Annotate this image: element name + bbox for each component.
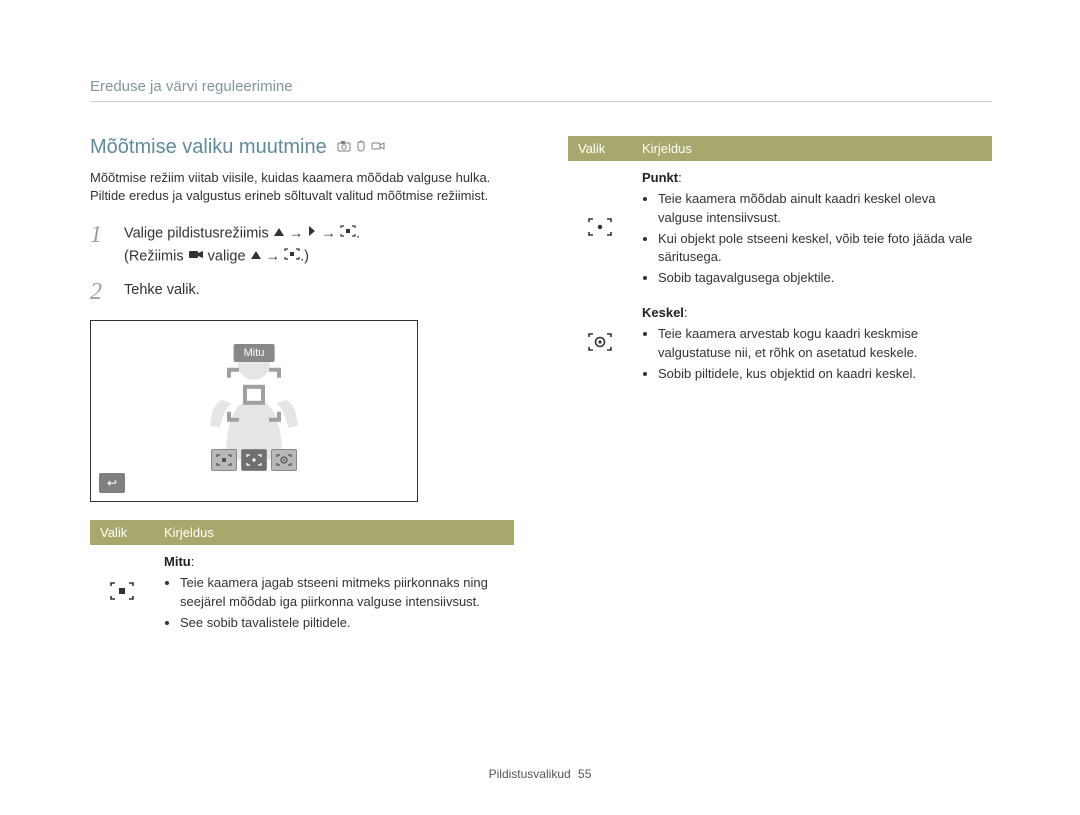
option-bullet: Kui objekt pole stseeni keskel, võib tei… [658,230,982,268]
step-number: 2 [90,280,108,304]
multi-metering-small-icon [284,246,300,268]
step-number: 1 [90,223,108,247]
table-row: Punkt: Teie kaamera mõõdab ainult kaadri… [568,161,992,300]
right-chevron-icon [307,223,317,245]
multi-metering-small-icon [340,223,356,245]
option-label: Keskel [642,305,684,320]
step-1-pre: Valige pildistusrežiimis [124,226,273,242]
step-1-mid: . [356,226,360,242]
back-icon: ↩ [99,473,125,493]
option-icon-cell [568,161,632,300]
content-columns: Mõõtmise valiku muutmine Mõõtmise režiim… [90,136,992,645]
footer-page-number: 55 [578,767,591,781]
table-header-valik: Valik [90,520,154,545]
option-bullet-list: Teie kaamera arvestab kogu kaadri keskmi… [642,325,982,384]
option-bullet: Teie kaamera mõõdab ainult kaadri keskel… [658,190,982,228]
table-header-row: Valik Kirjeldus [90,520,514,545]
option-description-cell: Punkt: Teie kaamera mõõdab ainult kaadri… [632,161,992,300]
option-description-cell: Keskel: Teie kaamera arvestab kogu kaadr… [632,300,992,395]
step-1: 1 Valige pildistusrežiimis → → . (Režiim… [90,223,514,268]
center-metering-icon [587,332,613,352]
option-bullet-list: Teie kaamera jagab stseeni mitmeks piirk… [164,574,504,633]
option-description-cell: Mitu: Teie kaamera jagab stseeni mitmeks… [154,545,514,644]
options-table-left: Valik Kirjeldus Mitu: Teie kaamera jagab… [90,520,514,644]
option-bullet: Teie kaamera jagab stseeni mitmeks piirk… [180,574,504,612]
intro-paragraph: Mõõtmise režiim viitab viisile, kuidas k… [90,169,514,205]
option-bullet: Sobib tagavalgusega objektile. [658,269,982,288]
option-icon-cell [568,300,632,395]
title-mode-icons [337,140,385,155]
right-column: Valik Kirjeldus Punkt: Teie kaamera mõõd… [568,136,992,645]
options-table-right: Valik Kirjeldus Punkt: Teie kaamera mõõd… [568,136,992,395]
option-bullet: Teie kaamera arvestab kogu kaadri keskmi… [658,325,982,363]
option-label: Mitu [164,554,191,569]
video-icon [371,140,385,155]
step-2: 2 Tehke valik. [90,280,514,304]
video-mode-icon [188,246,204,268]
table-header-valik: Valik [568,136,632,161]
hand-icon [355,140,367,155]
multi-metering-icon [109,581,135,601]
table-header-row: Valik Kirjeldus [568,136,992,161]
step-2-text: Tehke valik. [124,280,200,302]
step-1-text: Valige pildistusrežiimis → → . (Režiimis… [124,223,360,268]
left-column: Mõõtmise valiku muutmine Mõõtmise režiim… [90,136,514,645]
breadcrumb: Ereduse ja värvi reguleerimine [90,78,992,102]
multi-option-icon [211,449,237,471]
center-option-icon [271,449,297,471]
screenshot-label: Mitu [234,344,275,362]
page-footer: Pildistusvalikud 55 [0,767,1080,781]
camera-p-icon [337,140,351,155]
up-triangle-icon [273,223,285,245]
spot-metering-icon [587,217,613,237]
option-icon-cell [90,545,154,644]
step-1-line2-pre: (Režiimis [124,249,188,265]
metering-option-row [211,449,297,471]
spot-option-icon [241,449,267,471]
step-1-line2-post: .) [300,249,309,265]
option-label: Punkt [642,170,678,185]
table-row: Mitu: Teie kaamera jagab stseeni mitmeks… [90,545,514,644]
option-bullet: Sobib piltidele, kus objektid on kaadri … [658,365,982,384]
up-triangle-icon [250,246,262,268]
table-header-kirjeldus: Kirjeldus [154,520,514,545]
footer-section: Pildistusvalikud [489,767,571,781]
table-header-kirjeldus: Kirjeldus [632,136,992,161]
table-row: Keskel: Teie kaamera arvestab kogu kaadr… [568,300,992,395]
option-bullet-list: Teie kaamera mõõdab ainult kaadri keskel… [642,190,982,288]
section-title-text: Mõõtmise valiku muutmine [90,136,327,159]
section-title: Mõõtmise valiku muutmine [90,136,514,159]
camera-screenshot: Mitu ↩ [90,320,418,502]
option-bullet: See sobib tavalistele piltidele. [180,614,504,633]
